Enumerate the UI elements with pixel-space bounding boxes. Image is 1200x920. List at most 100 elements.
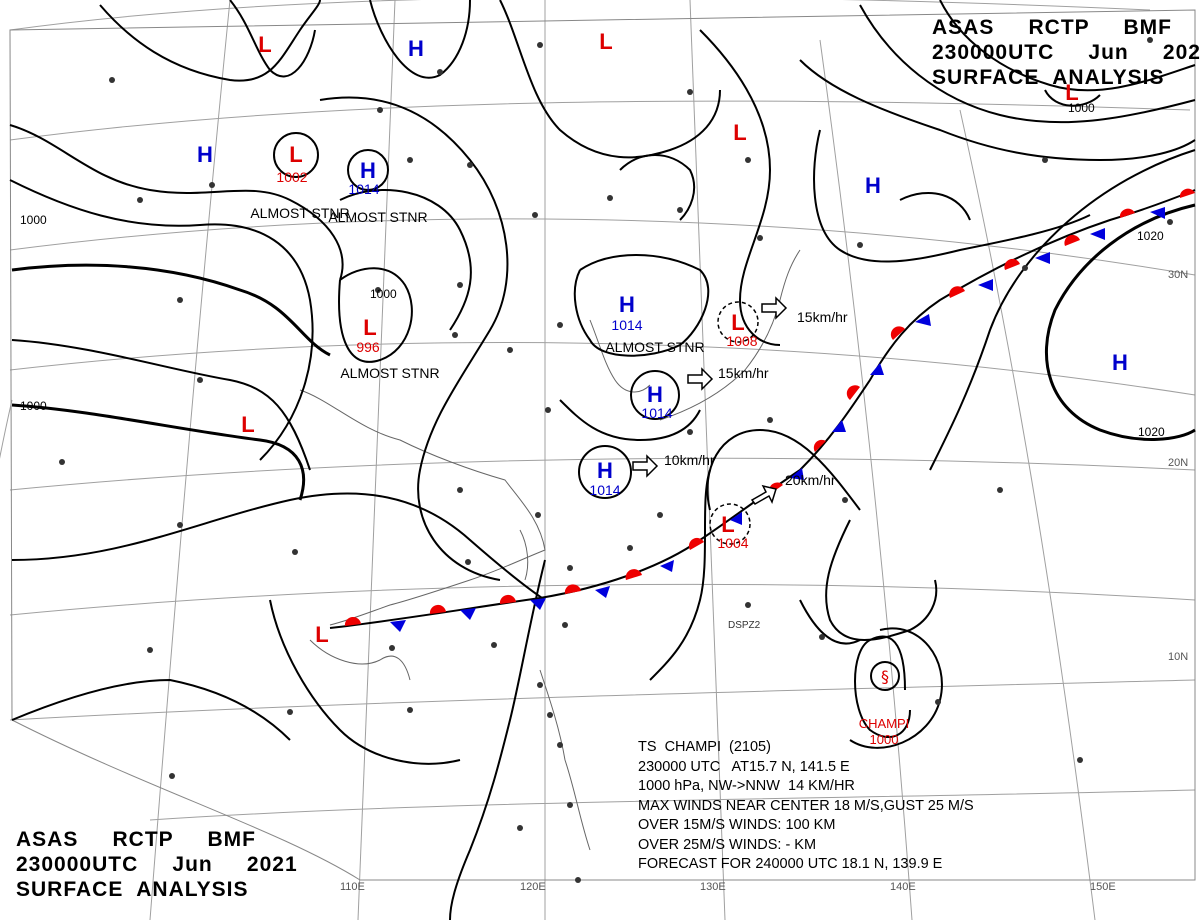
isobar-4 xyxy=(11,339,311,471)
motion-label-1: 15km/hr xyxy=(797,309,848,325)
coast-korea xyxy=(589,319,651,393)
header-line-2: 230000UTC Jun 2021 xyxy=(932,41,1200,64)
lat-label-30n: 30N xyxy=(1168,269,1188,281)
ring-h-1014e xyxy=(578,445,632,499)
parallel-30n xyxy=(9,218,1196,276)
pressure-l-1004: 1004 xyxy=(717,535,748,551)
parallel-40n xyxy=(9,0,1151,31)
ring-l-1000-top xyxy=(1044,89,1101,107)
motion-label-4: 20km/hr xyxy=(785,472,836,488)
low-center-1: L xyxy=(258,32,271,57)
high-center-1: H xyxy=(408,36,424,61)
high-center-8: H xyxy=(1112,350,1128,375)
map-border xyxy=(9,9,1196,881)
low-center-4: L xyxy=(363,315,376,340)
header-bottom-left: ASAS RCTP BMF 230000UTC Jun 2021 SURFACE… xyxy=(16,827,298,902)
bulletin-line-6: OVER 25M/S WINDS: - KM xyxy=(638,836,817,853)
coastlines xyxy=(299,249,801,851)
isobar-23 xyxy=(649,469,711,681)
lon-label-140e: 140E xyxy=(890,881,916,893)
high-center-6: H xyxy=(647,382,663,407)
storm-name: CHAMPI xyxy=(859,716,910,731)
pressure-h-1014d: 1014 xyxy=(589,482,620,498)
isobar-label-3: 1000 xyxy=(20,399,47,413)
note-almost-stnr-4: ALMOST STNR xyxy=(605,339,704,355)
motion-arrow-1 xyxy=(761,296,788,320)
isobars xyxy=(9,0,1196,920)
isobar-14 xyxy=(573,254,710,357)
low-center-3: L xyxy=(289,142,302,167)
center-rings xyxy=(273,89,1101,691)
warm-front-barbs xyxy=(344,188,1195,626)
note-almost-stnr-3: ALMOST STNR xyxy=(340,365,439,381)
coast-china xyxy=(299,389,546,626)
station-code-dspz2: DSPZ2 xyxy=(728,620,761,631)
meridian-110e xyxy=(149,0,231,920)
pressure-l-996: 996 xyxy=(356,339,380,355)
storm-symbol: § CHAMPI 1000 xyxy=(859,667,910,747)
parallel-35n xyxy=(9,100,1191,141)
coast-japan xyxy=(659,249,801,421)
ring-l-1002 xyxy=(273,132,319,178)
header-line-1: ASAS RCTP BMF xyxy=(932,16,1172,39)
isobar-19 xyxy=(939,0,1196,92)
isobar-5 xyxy=(11,403,306,501)
lon-label-120e: 120E xyxy=(520,881,546,893)
isobar-7 xyxy=(99,0,321,82)
ring-l-1004 xyxy=(709,503,751,545)
pressure-h-1014b: 1014 xyxy=(611,317,642,333)
high-center-4: H xyxy=(865,173,881,198)
motion-label-2: 15km/hr xyxy=(718,365,769,381)
low-center-2: L xyxy=(599,29,612,54)
isobar-15 xyxy=(559,399,701,442)
note-almost-stnr-1: ALMOST STNR xyxy=(250,205,349,221)
isobar-6 xyxy=(11,492,546,601)
high-center-2: H xyxy=(197,142,213,167)
header-line-2: 230000UTC Jun 2021 xyxy=(16,853,298,876)
isobar-10 xyxy=(499,0,721,159)
isobar-8 xyxy=(369,0,471,79)
isobar-17 xyxy=(799,59,1196,162)
ring-h-1014a xyxy=(347,149,389,191)
storm-pressure: 1000 xyxy=(870,732,899,747)
lon-label-110e: 110E xyxy=(340,881,365,893)
stationary-front xyxy=(329,188,1196,632)
low-center-6: L xyxy=(241,412,254,437)
isobar-label-2: 1000 xyxy=(370,287,397,301)
station-plots xyxy=(59,37,1173,883)
isobar-2 xyxy=(9,179,314,461)
parallel-20n xyxy=(9,457,1196,491)
pressure-h-1014a: 1014 xyxy=(348,181,379,197)
meridian-120e xyxy=(357,0,396,920)
isobar-32 xyxy=(619,154,696,221)
storm-bulletin: TS CHAMPI (2105) 230000 UTC AT15.7 N, 14… xyxy=(638,738,974,875)
parallel-10n xyxy=(9,679,1196,721)
pressure-values: 1014 1014 1014 1014 1002 996 1008 1004 xyxy=(276,169,757,551)
low-center-8: L xyxy=(721,512,734,537)
bulletin-line-5: OVER 15M/S WINDS: 100 KM xyxy=(638,817,836,833)
meridian-160e xyxy=(959,109,1096,920)
bulletin-line-7: FORECAST FOR 240000 UTC 18.1 N, 139.9 E xyxy=(638,856,943,872)
high-center-5: H xyxy=(619,292,635,317)
motion-arrow-2 xyxy=(687,367,714,391)
isobar-16 xyxy=(699,29,781,346)
ring-l-1000-champi xyxy=(870,661,900,691)
motion-arrow-4 xyxy=(750,484,777,505)
header-line-3: SURFACE ANALYSIS xyxy=(932,66,1165,89)
meridian-150e xyxy=(819,39,913,920)
pressure-h-1014c: 1014 xyxy=(641,405,672,421)
isobar-31 xyxy=(11,678,291,741)
header-top-right: ASAS RCTP BMF 230000UTC Jun 2021 SURFACE… xyxy=(932,15,1200,90)
isobar-labels: 1000 1000 1000 1000 1020 1020 xyxy=(20,101,1165,439)
front-line xyxy=(329,189,1196,629)
coast-indochina xyxy=(309,639,411,681)
isobar-28 xyxy=(854,635,911,739)
isobar-1 xyxy=(9,124,344,281)
low-center-7: L xyxy=(731,310,744,335)
coast-taiwan xyxy=(519,529,529,581)
parallel-25n xyxy=(9,342,1196,396)
header-line-1: ASAS RCTP BMF xyxy=(16,828,256,851)
isobar-25 xyxy=(706,428,861,511)
isobar-9 xyxy=(229,0,316,78)
parallel-5n xyxy=(149,789,1196,821)
